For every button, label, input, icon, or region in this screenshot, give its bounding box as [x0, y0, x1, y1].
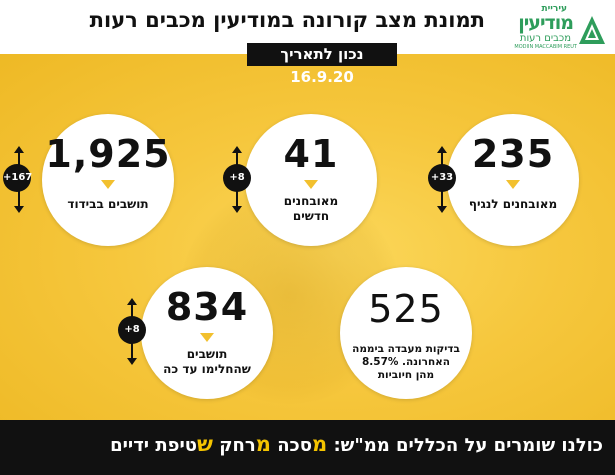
- pointer-icon: [101, 180, 115, 189]
- stat-label-line3: מהן חיוביות: [377, 369, 435, 381]
- pointer-icon: [506, 180, 520, 189]
- stat-new-cases: 41 מאובחנים חדשים: [245, 114, 377, 246]
- distance-initial: מ: [255, 432, 271, 456]
- pointer-icon: [304, 180, 318, 189]
- stat-label-line1: בדיקות מעבדה ביממה: [352, 343, 460, 355]
- logo-sub-text: מכבים רעות: [519, 33, 571, 44]
- footer-intro: כולנו שומרים על הכללים ממ"ש:: [333, 435, 603, 456]
- stat-active-infected: 235 מאובחנים לנגיף: [447, 114, 579, 246]
- mask-initial: מ: [311, 432, 328, 456]
- stat-value: 525: [368, 287, 444, 331]
- pointer-icon: [200, 333, 214, 342]
- stat-value: 41: [283, 132, 339, 176]
- stat-tests: 525 בדיקות מעבדה ביממה האחרונה. 8.57% מה…: [340, 267, 472, 399]
- stat-value: 235: [471, 132, 555, 176]
- stat-isolation: 1,925 תושבים בבידוד: [42, 114, 174, 246]
- stat-value: 834: [165, 285, 249, 329]
- hygiene-initial: ש: [197, 432, 213, 456]
- stat-label-line1: מאובחנים: [283, 194, 339, 208]
- footer-slogan: כולנו שומרים על הכללים ממ"ש: מסכה מרחק ש…: [110, 432, 603, 456]
- logo-english-text: MODIIN MACCABIM REUT: [514, 44, 577, 50]
- delta-badge: +8: [223, 164, 251, 192]
- delta-badge: +33: [428, 164, 456, 192]
- municipality-logo: עיריית מודיעין מכבים רעות MODIIN MACCABI…: [512, 4, 607, 50]
- stat-label-line2: חדשים: [292, 209, 330, 223]
- logo-emblem-icon: [579, 16, 605, 44]
- delta-badge: +167: [3, 164, 32, 192]
- hygiene-word: טיפת ידיים: [110, 435, 198, 456]
- footer-banner: כולנו שומרים על הכללים ממ"ש: מסכה מרחק ש…: [0, 420, 615, 475]
- stats-panel: 235 מאובחנים לנגיף +33 41 מאובחנים חדשים…: [0, 54, 615, 420]
- stat-label: מאובחנים לנגיף: [468, 197, 558, 211]
- page-title: תמונת מצב קורונה במודיעין מכבים רעות: [89, 8, 485, 32]
- stat-label-line1: תושבים: [186, 347, 228, 361]
- stat-label-line2: שהחלימו עד כה: [163, 362, 251, 376]
- logo-small-text: עיריית: [541, 4, 567, 14]
- logo-main-text: מודיעין: [518, 12, 574, 34]
- stat-label-line2: האחרונה. 8.57%: [361, 356, 451, 368]
- stat-label: תושבים בבידוד: [67, 197, 149, 211]
- distance-word: רחק: [219, 435, 256, 456]
- date-badge: נכון לתאריך 16.9.20: [247, 43, 397, 86]
- delta-badge: +8: [118, 316, 146, 344]
- stat-value: 1,925: [45, 132, 171, 176]
- stat-recovered: 834 תושבים שהחלימו עד כה: [141, 267, 273, 399]
- mask-word: סכה: [277, 435, 312, 456]
